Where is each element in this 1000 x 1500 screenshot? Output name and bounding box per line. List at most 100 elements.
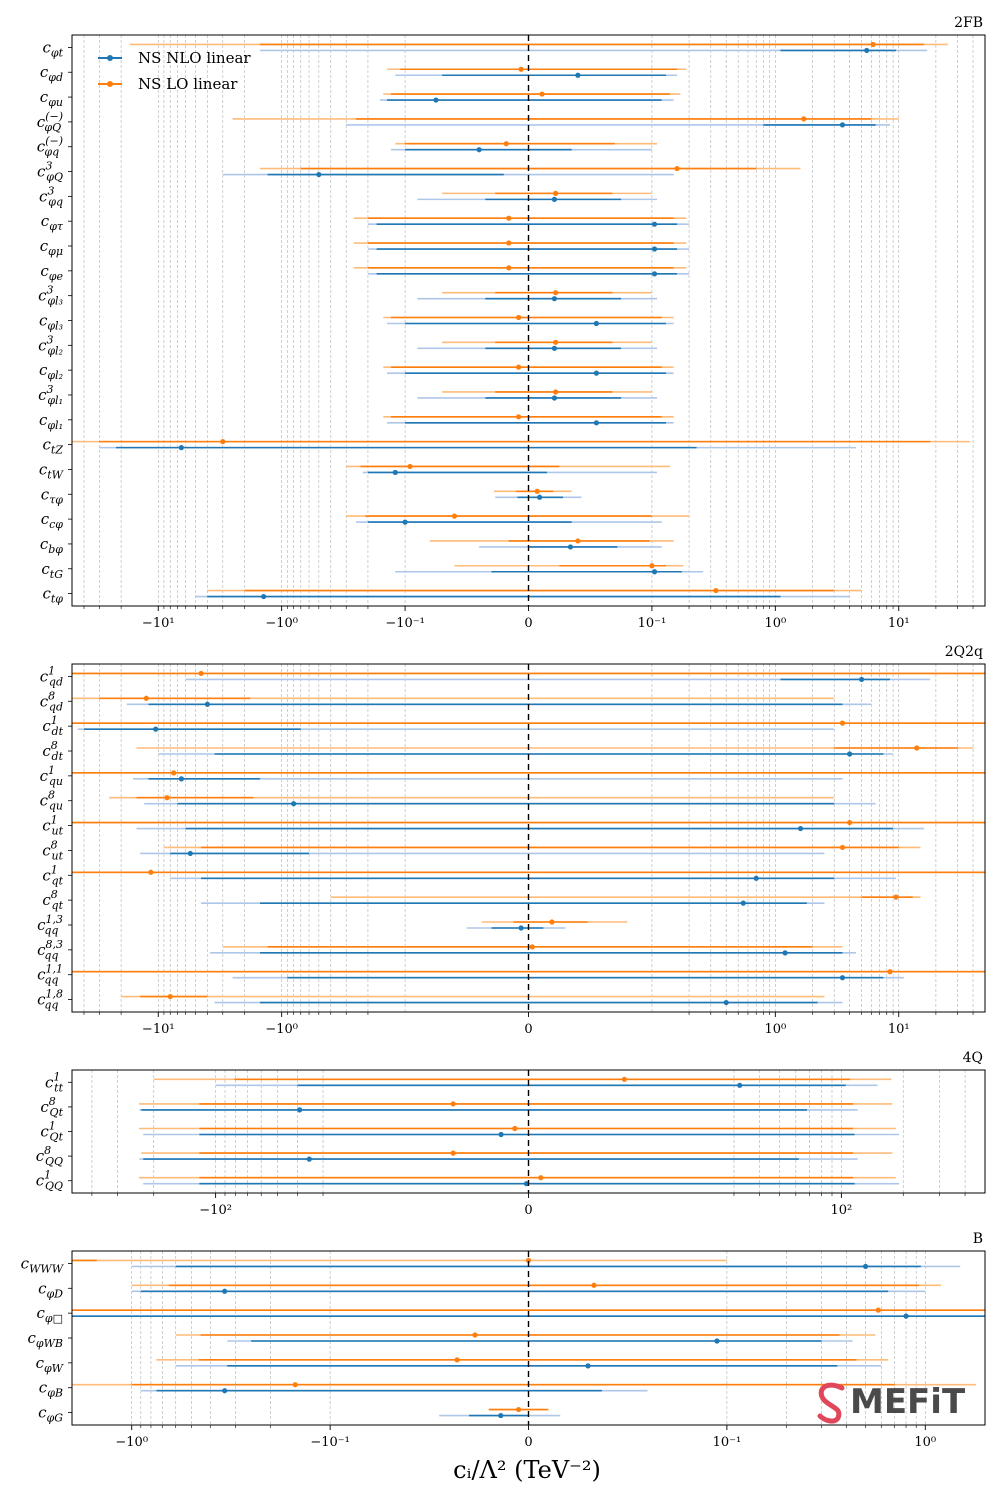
coefficient-label-base: c [42, 817, 51, 835]
coefficient-label-sub: φG [47, 1412, 64, 1425]
coefficient-row [379, 91, 681, 103]
lo-center-point [529, 944, 535, 950]
coefficient-label-sup: 8 [48, 689, 55, 702]
coefficient-label: c8 dt [42, 739, 63, 763]
nlo-center-point [797, 825, 804, 832]
smefit-logo: MEFiT [817, 1382, 966, 1424]
coefficient-label-base: c [40, 535, 49, 553]
nlo-center-point [551, 345, 558, 351]
coefficient-label: c8 QQ [36, 1144, 63, 1168]
coefficient-row [153, 1076, 892, 1088]
lo-center-point [506, 215, 512, 221]
coefficient-row [138, 1175, 900, 1187]
coefficient-label-sup: 1 [49, 1120, 56, 1133]
coefficient-label-sub: dt [52, 725, 64, 738]
lo-center-point [292, 1382, 298, 1388]
nlo-center-point [593, 370, 599, 376]
coefficient-label-base: c [36, 1354, 45, 1372]
nlo-center-point [714, 1338, 720, 1344]
lo-center-point [143, 695, 149, 701]
coefficient-row [129, 41, 948, 54]
coefficient-label: cφl₁ [39, 411, 63, 432]
lo-center-point [549, 919, 555, 925]
coefficient-label-sup: 3 [47, 284, 54, 297]
lo-center-point [893, 894, 899, 900]
coefficient-label: c1 tt [45, 1070, 64, 1094]
coefficient-label-sub: QQ [45, 1155, 63, 1168]
coefficient-label: cφG [38, 1404, 63, 1425]
nlo-center-point [839, 975, 846, 981]
coefficient-label-sub: φD [46, 1287, 63, 1300]
coefficient-row [383, 414, 674, 426]
x-tick-label: 0 [524, 616, 532, 631]
lo-center-point [621, 1076, 627, 1082]
coefficient-label-base: c [39, 460, 48, 478]
coefficient-label-sub: φl₂ [47, 369, 63, 382]
coefficient-label: cτφ [41, 485, 63, 506]
coefficient-label-base: c [42, 38, 51, 56]
nlo-center-point [847, 751, 853, 757]
coefficient-row [395, 563, 704, 575]
lo-center-point [847, 819, 853, 826]
lo-center-point [887, 969, 893, 975]
legend: NS NLO linear NS LO linear [98, 49, 251, 93]
coefficient-label-sub: φl₃ [47, 295, 63, 308]
lo-center-point [164, 795, 170, 801]
nlo-center-point [392, 469, 398, 476]
coefficient-label-sub: φe [49, 270, 64, 283]
coefficient-row [353, 215, 690, 227]
logo-swirl-icon [817, 1382, 845, 1424]
nlo-center-point [498, 1412, 504, 1419]
coefficient-label: cφτ [41, 212, 64, 233]
nlo-center-point [567, 544, 574, 550]
nlo-center-point [433, 97, 439, 103]
coefficient-label-sup: 8 [49, 1095, 56, 1108]
x-tick-label: 10¹ [888, 1022, 910, 1037]
coefficient-row [139, 1150, 893, 1162]
coefficient-row [72, 1257, 961, 1270]
coefficient-label-sup: 1,3 [46, 913, 64, 926]
coefficient-label: c1,1 qq [37, 963, 63, 987]
nlo-center-point [402, 519, 408, 525]
legend-label-nlo: NS NLO linear [138, 49, 251, 67]
coefficient-label: c8 ut [42, 838, 63, 862]
coefficient-row [121, 993, 843, 1006]
coefficient-row [387, 66, 687, 78]
lo-center-point [539, 91, 545, 97]
lo-center-point [450, 1150, 456, 1156]
coefficient-label: c3 φl₂ [38, 333, 63, 357]
coefficient-row [131, 1282, 941, 1294]
panel-title: B [973, 1231, 983, 1247]
coefficient-label-base: c [28, 1329, 37, 1347]
x-tick-label: −10⁻¹ [310, 1435, 350, 1450]
coefficient-label-sub: qt [52, 899, 64, 912]
coefficient-row [466, 919, 628, 931]
coefficient-label-base: c [41, 510, 50, 528]
x-tick-label: 10² [831, 1203, 853, 1218]
nlo-center-point [523, 1181, 530, 1187]
coefficient-row [156, 1357, 889, 1369]
x-tick-label: 10⁰ [764, 616, 786, 631]
coefficient-label-base: c [40, 692, 49, 710]
logo-text: MEFiT [850, 1382, 966, 1422]
x-tick-label: −10¹ [142, 616, 175, 631]
coefficient-label-sub: φl₂ [47, 344, 63, 357]
coefficient-label: cφWB [28, 1329, 64, 1350]
lo-center-point [553, 190, 559, 196]
nlo-center-point [651, 569, 658, 575]
lo-center-point [553, 339, 559, 345]
lo-center-point [525, 1257, 532, 1264]
x-tick-label: −10⁰ [265, 616, 298, 631]
coefficient-row [201, 894, 921, 906]
coefficient-label-base: c [42, 717, 51, 735]
coefficient-label-sub: φτ [49, 220, 64, 233]
coefficient-label-sup: 1 [48, 764, 55, 777]
coefficient-label-sub: tt [54, 1081, 63, 1094]
coefficient-label-base: c [36, 1147, 45, 1165]
coefficient-label-base: c [37, 966, 46, 984]
coefficient-label-sub: φ□ [45, 1312, 63, 1325]
lo-center-point [875, 1307, 881, 1313]
